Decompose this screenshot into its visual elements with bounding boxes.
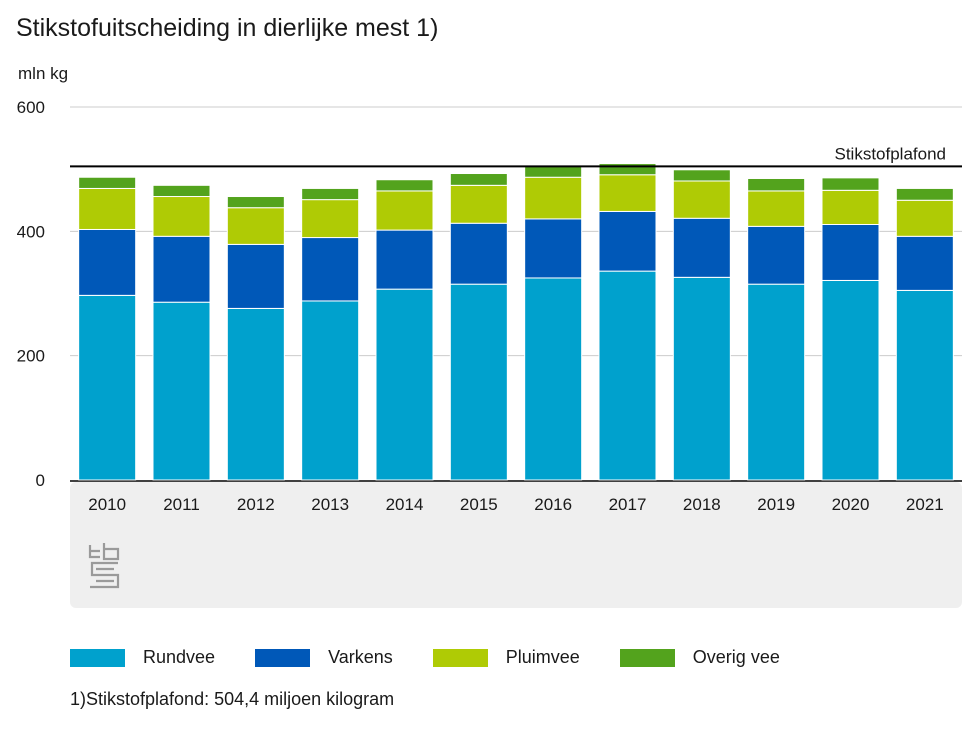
- bar-varkens-2015: [449, 222, 508, 285]
- x-tick-label: 2021: [906, 495, 944, 514]
- bar-overig-vee-2017: [598, 163, 657, 176]
- bar-overig-vee-2018: [672, 169, 731, 182]
- legend-label-pluimvee: Pluimvee: [505, 647, 580, 667]
- legend-swatch-overig-vee: [619, 648, 675, 667]
- reference-line-label: Stikstofplafond: [834, 144, 946, 163]
- y-tick-label: 200: [17, 347, 45, 366]
- x-tick-label: 2015: [460, 495, 498, 514]
- y-axis: 0 200 400 600: [17, 98, 45, 490]
- legend-item-overig-vee: Overig vee: [619, 647, 780, 668]
- bar-pluimvee-2019: [747, 190, 806, 227]
- bar-overig-vee-2014: [375, 179, 434, 192]
- bar-overig-vee-2015: [449, 173, 508, 186]
- legend-label-overig-vee: Overig vee: [692, 647, 780, 667]
- bar-overig-vee-2010: [78, 176, 137, 189]
- bar-varkens-2021: [895, 235, 954, 291]
- bar-pluimvee-2017: [598, 174, 657, 212]
- bar-rundvee-2014: [375, 288, 434, 481]
- bar-pluimvee-2014: [375, 190, 434, 231]
- bar-varkens-2012: [226, 243, 285, 309]
- bar-pluimvee-2021: [895, 199, 954, 237]
- legend-label-varkens: Varkens: [328, 647, 393, 667]
- x-tick-label: 2010: [88, 495, 126, 514]
- legend: Rundvee Varkens Pluimvee Overig vee: [70, 647, 820, 668]
- bar-rundvee-2018: [672, 276, 731, 481]
- bar-rundvee-2017: [598, 270, 657, 481]
- x-tick-label: 2013: [311, 495, 349, 514]
- bar-varkens-2020: [821, 223, 880, 281]
- x-tick-label: 2018: [683, 495, 721, 514]
- legend-item-rundvee: Rundvee: [70, 647, 215, 668]
- bars: [78, 163, 954, 481]
- bar-pluimvee-2011: [152, 196, 211, 237]
- legend-item-varkens: Varkens: [255, 647, 393, 668]
- bar-varkens-2010: [78, 228, 137, 296]
- bar-overig-vee-2013: [301, 187, 360, 201]
- legend-item-pluimvee: Pluimvee: [432, 647, 580, 668]
- x-axis: 2010 2011 2012 2013 2014 2015 2016 2017 2018 2019…: [88, 495, 943, 514]
- bar-rundvee-2013: [301, 300, 360, 481]
- bar-pluimvee-2015: [449, 184, 508, 224]
- y-axis-label: mln kg: [18, 64, 68, 83]
- y-tick-label: 600: [17, 98, 45, 117]
- bar-overig-vee-2020: [821, 177, 880, 191]
- x-tick-label: 2020: [832, 495, 870, 514]
- bar-rundvee-2015: [449, 283, 508, 481]
- x-tick-label: 2011: [163, 495, 200, 514]
- legend-swatch-rundvee: [70, 648, 125, 667]
- bar-pluimvee-2010: [78, 187, 137, 230]
- y-tick-label: 0: [36, 471, 45, 490]
- bar-varkens-2013: [301, 237, 360, 302]
- bar-pluimvee-2012: [226, 207, 285, 245]
- x-tick-label: 2019: [757, 495, 795, 514]
- reference-line: Stikstofplafond: [70, 144, 962, 168]
- bar-rundvee-2010: [78, 294, 137, 481]
- bar-pluimvee-2018: [672, 180, 731, 219]
- legend-swatch-varkens: [255, 648, 311, 667]
- chart-title: Stikstofuitscheiding in dierlijke mest 1…: [16, 14, 439, 42]
- footnote: 1)Stikstofplafond: 504,4 miljoen kilogra…: [70, 689, 395, 709]
- x-tick-label: 2012: [237, 495, 275, 514]
- bar-varkens-2018: [672, 217, 731, 278]
- bar-pluimvee-2020: [821, 189, 880, 225]
- cbs-logo-icon: [88, 541, 122, 594]
- bar-overig-vee-2019: [747, 177, 806, 192]
- bar-rundvee-2012: [226, 307, 285, 481]
- bar-overig-vee-2016: [524, 165, 583, 178]
- legend-swatch-pluimvee: [432, 648, 488, 667]
- grid-lines: [70, 106, 962, 482]
- bar-rundvee-2020: [821, 279, 880, 481]
- bar-overig-vee-2021: [895, 187, 954, 201]
- x-tick-label: 2016: [534, 495, 572, 514]
- bar-varkens-2014: [375, 229, 434, 290]
- bar-overig-vee-2012: [226, 196, 285, 209]
- bar-varkens-2011: [152, 235, 211, 303]
- bar-rundvee-2019: [747, 283, 806, 481]
- bar-varkens-2017: [598, 210, 657, 272]
- bar-rundvee-2016: [524, 277, 583, 481]
- bar-varkens-2019: [747, 225, 806, 285]
- legend-label-rundvee: Rundvee: [143, 647, 216, 667]
- bar-varkens-2016: [524, 218, 583, 279]
- bar-overig-vee-2011: [152, 184, 211, 198]
- x-tick-label: 2014: [386, 495, 424, 514]
- x-tick-label: 2017: [609, 495, 647, 514]
- bar-pluimvee-2013: [301, 199, 360, 239]
- chart-panel: [70, 482, 962, 608]
- bar-rundvee-2021: [895, 289, 954, 481]
- y-tick-label: 400: [17, 222, 45, 241]
- bar-pluimvee-2016: [524, 176, 583, 220]
- bar-rundvee-2011: [152, 301, 211, 481]
